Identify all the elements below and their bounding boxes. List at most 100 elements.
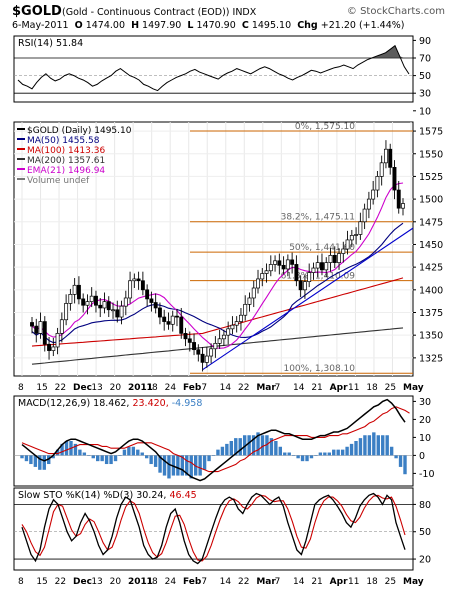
open-value: 1474.00 xyxy=(85,20,126,31)
price-xaxis-tick-label: 18 xyxy=(146,383,158,393)
macd-histogram-bar xyxy=(149,455,153,465)
candle-body xyxy=(149,298,154,303)
macd-line xyxy=(21,398,406,482)
sto-frame xyxy=(13,487,414,571)
macd-histogram-bar xyxy=(403,455,407,475)
ohlc-readout: 6-May-2011 O 1474.00 H 1497.90 L 1470.90… xyxy=(12,20,405,31)
macd-histogram-bar xyxy=(38,455,42,470)
candle-body xyxy=(76,284,81,300)
legend-swatch xyxy=(17,158,25,160)
rsi-line xyxy=(17,44,410,92)
macd-histogram-bar xyxy=(260,435,265,456)
price-tick-label: 1475 xyxy=(419,217,443,228)
price-xaxis-tick-label: 21 xyxy=(311,383,322,393)
sto-xaxis-tick-label: 13 xyxy=(91,577,102,587)
macd-histogram-bar xyxy=(283,452,287,456)
candle-body xyxy=(260,273,265,280)
candle-body xyxy=(264,270,269,274)
ma200-line xyxy=(31,327,404,365)
macd-histogram-bar xyxy=(336,449,340,456)
macd-histogram-bar xyxy=(87,455,91,456)
candle-body xyxy=(328,255,333,263)
candle-body xyxy=(320,262,324,271)
legend-swatch xyxy=(17,138,25,140)
macd-histogram-bar xyxy=(269,438,274,456)
candle-body xyxy=(68,294,73,304)
rsi-tick-label: 50 xyxy=(419,71,431,82)
price-tick-label: 1350 xyxy=(419,331,443,342)
macd-histogram-bar xyxy=(118,455,122,456)
macd-histogram-bar xyxy=(247,435,251,456)
sto-xaxis-tick-label: 2011 xyxy=(128,577,153,587)
macd-histogram-bar xyxy=(345,446,349,456)
candle-body xyxy=(94,295,98,306)
candle-body xyxy=(192,342,196,351)
sto-xaxis-tick-label: Feb xyxy=(183,577,202,587)
candle-body xyxy=(230,324,235,330)
macd-histogram-bar xyxy=(300,455,305,462)
legend-entry: Volume undef xyxy=(27,176,90,186)
price-xaxis-tick-label: 25 xyxy=(385,383,396,393)
sto-xaxis-tick-label: May xyxy=(403,577,424,587)
candle-body xyxy=(72,284,77,295)
macd-histogram-bar xyxy=(127,446,131,456)
macd-histogram-bar xyxy=(193,455,198,476)
rsi-tick-label: 10 xyxy=(419,106,431,117)
candle-body xyxy=(247,297,252,305)
sto-xaxis-tick-label: 18 xyxy=(146,577,158,587)
sto-d-line xyxy=(21,494,406,562)
candle-body xyxy=(136,278,141,282)
macd-histogram-bar xyxy=(238,438,242,456)
candle-body xyxy=(383,148,388,164)
macd-histogram-bar xyxy=(51,455,55,459)
candle-body xyxy=(366,198,371,210)
candle-body xyxy=(268,264,273,272)
legend-entry: MA(200) 1357.61 xyxy=(27,156,105,166)
macd-histogram-bar xyxy=(372,432,376,456)
macd-histogram-bar xyxy=(153,455,158,467)
macd-histogram-bar xyxy=(291,455,296,456)
macd-histogram-bar xyxy=(198,455,202,476)
close-label: C xyxy=(241,20,249,31)
candle-body xyxy=(187,338,192,343)
candle-body xyxy=(396,189,401,209)
close-value: 1495.10 xyxy=(251,20,292,31)
candle-body xyxy=(59,319,64,334)
rsi-frame xyxy=(13,35,414,103)
candle-body xyxy=(175,315,179,318)
candle-body xyxy=(332,255,337,263)
candle-body xyxy=(81,298,86,306)
sto-xaxis-tick-label: 24 xyxy=(165,577,177,587)
price-xaxis-tick-label: Mar xyxy=(256,383,276,393)
low-label: L xyxy=(187,20,194,31)
candle-body xyxy=(209,348,214,357)
price-tick-label: 1500 xyxy=(419,195,443,206)
open-label: O xyxy=(74,20,83,31)
candle-body xyxy=(221,334,226,340)
macd-histogram-bar xyxy=(42,455,46,470)
price-xaxis-tick-label: Apr xyxy=(330,383,348,393)
candle-body xyxy=(111,309,115,312)
high-value: 1497.90 xyxy=(142,20,182,31)
macd-histogram-bar xyxy=(376,435,380,456)
macd-histogram-bar xyxy=(211,455,216,456)
candle-body xyxy=(324,262,329,271)
macd-histogram-bar xyxy=(389,446,394,456)
chart-subtitle: (Gold - Continuous Contract (EOD)) INDX xyxy=(62,7,257,18)
candle-body xyxy=(307,272,312,283)
macd-histogram-bar xyxy=(216,449,220,456)
candle-body xyxy=(157,307,162,318)
price-tick-label: 1575 xyxy=(419,127,443,138)
macd-histogram-bar xyxy=(55,449,60,456)
candle-body xyxy=(213,342,218,350)
legend-entry: MA(100) 1413.36 xyxy=(27,146,105,156)
candle-body xyxy=(354,234,359,236)
sto-title-part: 46.45 xyxy=(166,490,196,501)
price-xaxis-tick-label: 22 xyxy=(238,383,249,393)
macd-histogram-bar xyxy=(109,455,113,465)
macd-histogram-bar xyxy=(180,455,185,476)
macd-histogram-bar xyxy=(305,455,309,462)
candle-body xyxy=(89,295,94,302)
price-xaxis-tick-label: 22 xyxy=(55,383,66,393)
